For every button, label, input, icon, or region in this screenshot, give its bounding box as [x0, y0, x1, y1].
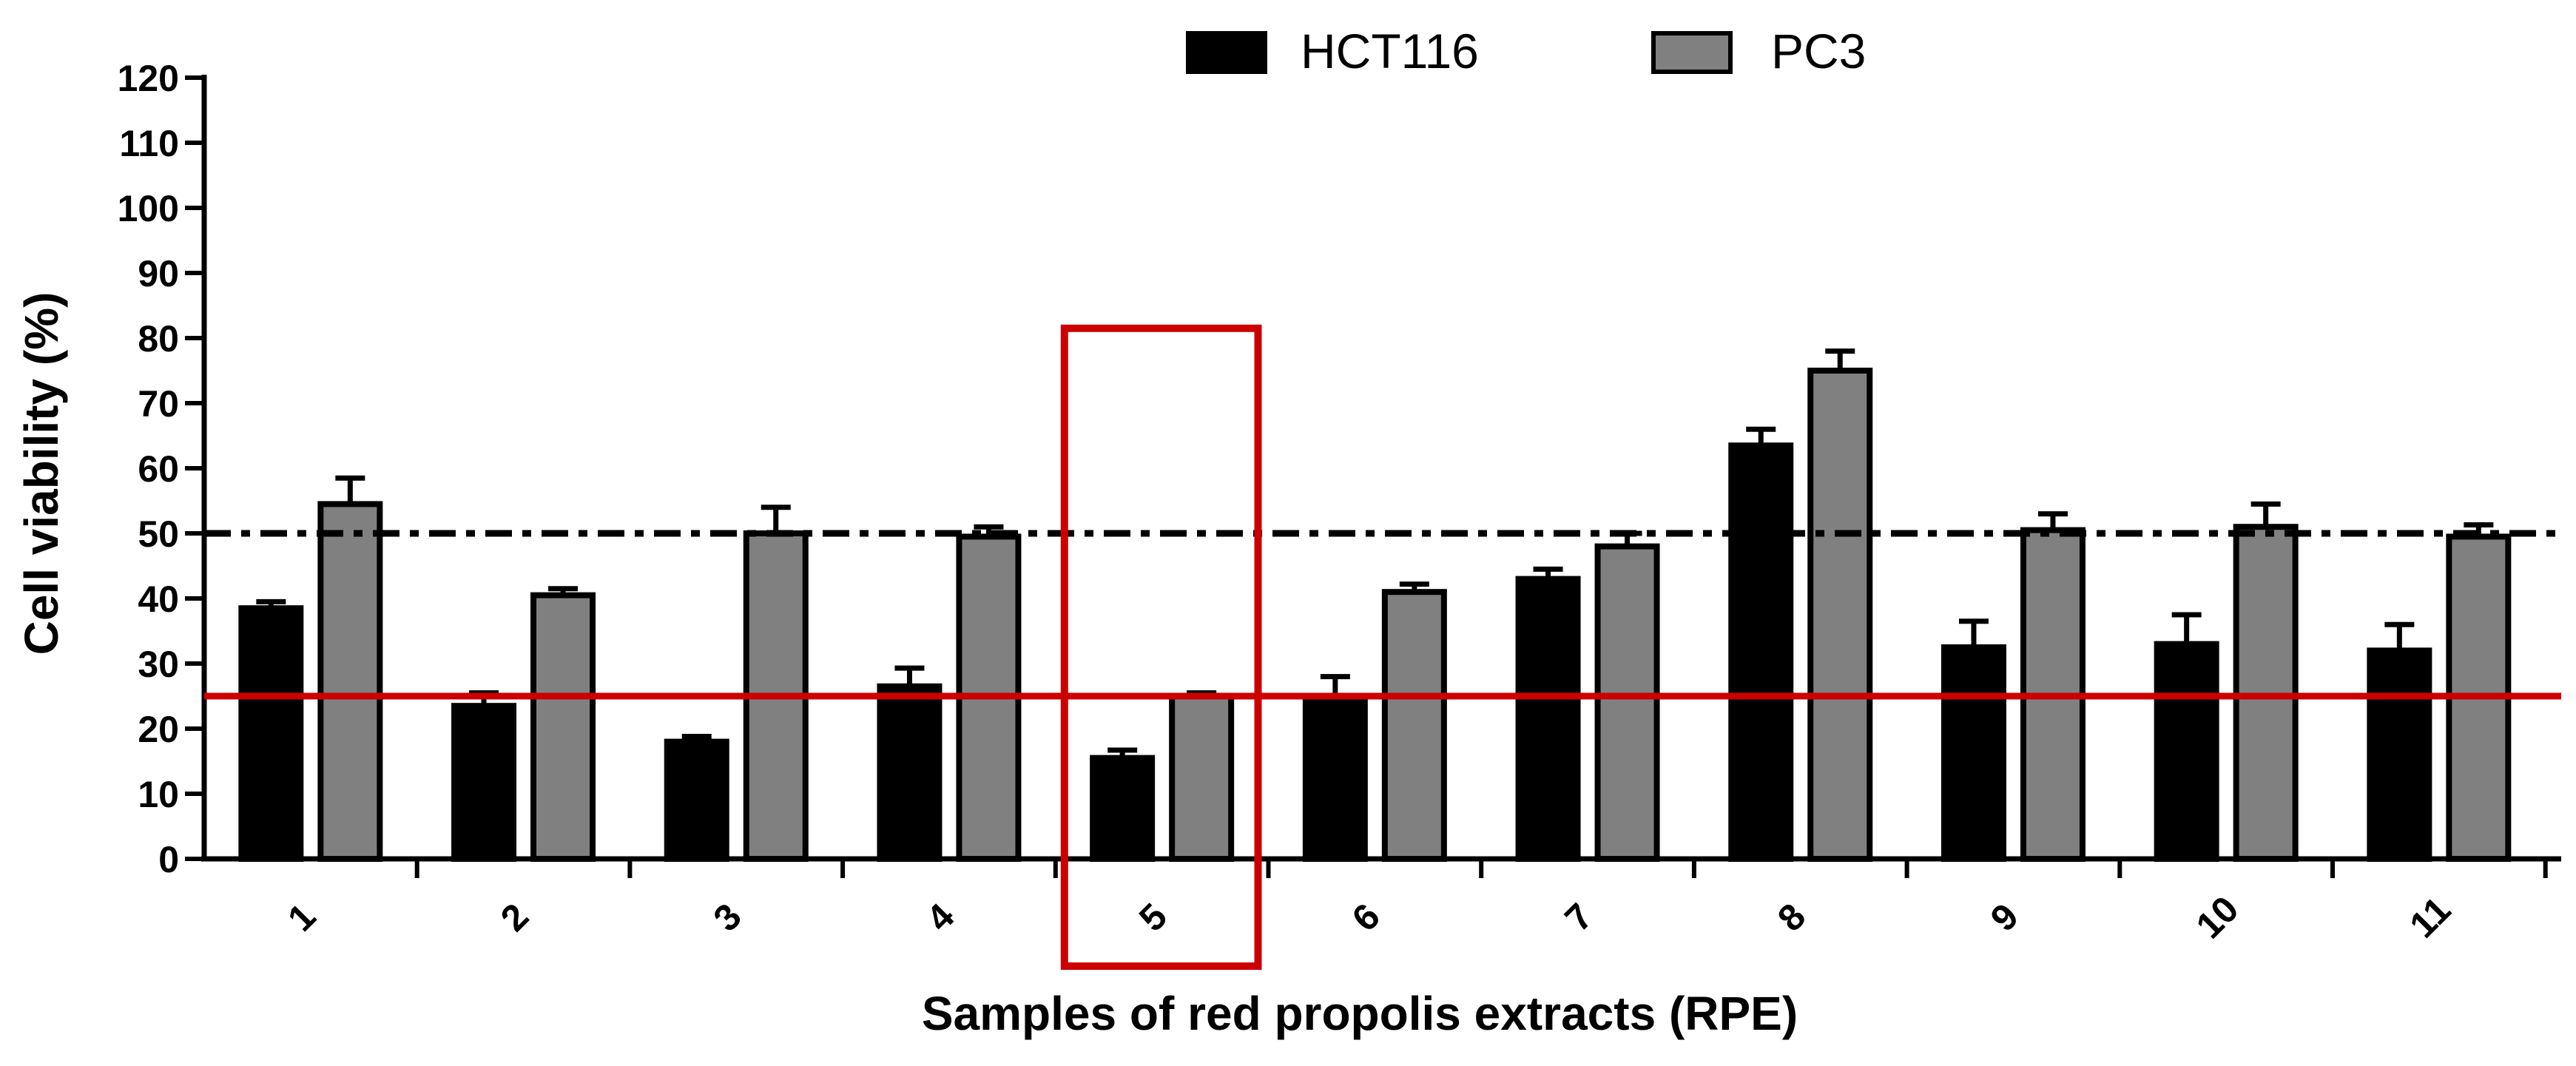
legend-label-hct116: HCT116 — [1301, 24, 1479, 78]
x-tick-label-11: 11 — [2401, 888, 2458, 945]
bar-hct116-4 — [877, 683, 943, 862]
bar-hct116-1 — [238, 605, 304, 862]
y-tick-label: 0 — [158, 839, 179, 880]
bar-hct116-6 — [1302, 693, 1368, 862]
bar-hct116-8 — [1728, 442, 1794, 862]
bar-hct116-7 — [1515, 576, 1581, 862]
legend-label-pc3: PC3 — [1771, 24, 1866, 78]
x-tick-label-7: 7 — [1557, 895, 1600, 939]
bar-pc3-2 — [530, 592, 596, 862]
bar-hct116-10 — [2154, 641, 2219, 862]
x-axis-title: Samples of red propolis extracts (RPE) — [922, 987, 1798, 1040]
bar-pc3-7 — [1594, 543, 1660, 862]
y-tick-label: 60 — [138, 448, 179, 490]
y-tick-label: 110 — [119, 123, 179, 164]
y-tick-label: 100 — [118, 188, 179, 229]
highlight-box-sample-5 — [1060, 324, 1262, 970]
y-tick-label: 40 — [138, 578, 179, 620]
legend-swatch-pc3 — [1651, 31, 1733, 74]
y-tick-label: 50 — [138, 513, 179, 555]
bar-hct116-3 — [664, 738, 729, 862]
y-tick-label: 120 — [118, 58, 179, 99]
y-tick-label: 70 — [138, 383, 179, 425]
x-tick-label-10: 10 — [2188, 888, 2247, 947]
y-tick-label: 30 — [138, 644, 179, 685]
x-tick-label-4: 4 — [918, 895, 962, 939]
x-tick-label-6: 6 — [1344, 895, 1388, 939]
bar-hct116-5 — [1090, 755, 1156, 862]
bar-hct116-11 — [2367, 647, 2432, 863]
y-tick-label: 20 — [138, 709, 179, 750]
bar-hct116-2 — [451, 703, 517, 863]
x-tick-label-5: 5 — [1131, 895, 1175, 939]
x-tick-label-8: 8 — [1770, 895, 1813, 939]
y-tick-label: 90 — [138, 253, 179, 294]
legend: HCT116 PC3 — [1186, 24, 1866, 78]
x-tick-label-3: 3 — [706, 895, 749, 939]
bar-hct116-9 — [1941, 644, 2006, 862]
legend-swatch-hct116 — [1186, 31, 1267, 74]
bar-pc3-1 — [317, 501, 383, 863]
y-tick-label: 10 — [138, 774, 179, 815]
bar-pc3-5 — [1169, 693, 1235, 862]
y-axis-title: Cell viability (%) — [15, 292, 68, 655]
bar-pc3-8 — [1807, 368, 1873, 862]
bar-pc3-6 — [1381, 589, 1447, 862]
x-tick-label-1: 1 — [280, 895, 323, 939]
x-tick-label-2: 2 — [493, 895, 536, 939]
y-tick-label: 80 — [138, 318, 179, 360]
x-tick-label-9: 9 — [1983, 895, 2026, 939]
